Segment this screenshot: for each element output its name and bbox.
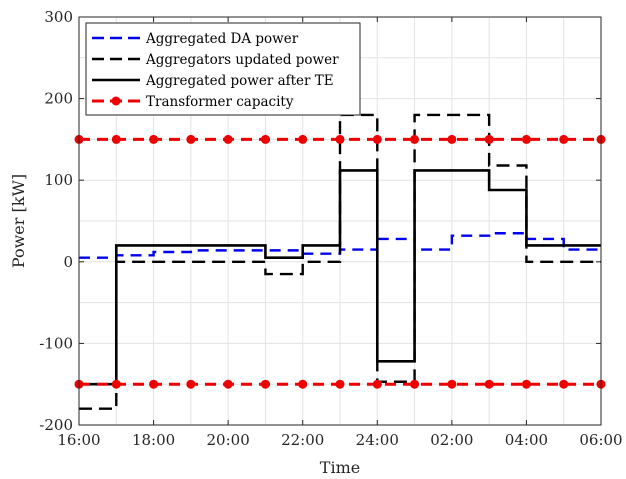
series-3-line — [79, 169, 601, 386]
series-4-marker — [372, 379, 382, 389]
series-4-marker — [521, 134, 531, 144]
legend-label: Aggregators updated power — [145, 52, 339, 68]
series-1-line — [79, 232, 601, 259]
series-4-marker — [484, 134, 494, 144]
series-2-line — [79, 113, 601, 410]
series-4-marker — [484, 379, 494, 389]
series-4-marker — [186, 134, 196, 144]
series-4-marker — [111, 379, 121, 389]
x-tick-label: 16:00 — [57, 431, 100, 449]
plot-frame — [78, 16, 602, 426]
series-4-marker — [298, 379, 308, 389]
series-4-marker — [559, 134, 569, 144]
x-tick-label: 24:00 — [356, 431, 399, 449]
series-4-marker — [447, 379, 457, 389]
y-axis-title: Power [kW] — [9, 174, 28, 268]
x-tick-label: 02:00 — [430, 431, 473, 449]
x-axis-title: Time — [320, 458, 360, 477]
series-4-marker — [260, 379, 270, 389]
series-4-marker — [372, 134, 382, 144]
series-4-marker — [335, 134, 345, 144]
series-4-marker — [559, 379, 569, 389]
series-4-marker — [447, 134, 457, 144]
x-tick-label: 18:00 — [132, 431, 175, 449]
y-tick-label: -100 — [39, 334, 73, 352]
legend-label: Aggregated DA power — [145, 31, 299, 47]
x-tick-label: 22:00 — [281, 431, 324, 449]
series-4-marker — [335, 379, 345, 389]
y-tick-label: 300 — [44, 8, 73, 26]
series-4-marker — [186, 379, 196, 389]
y-tick-label: 100 — [44, 171, 73, 189]
series-4-marker — [111, 134, 121, 144]
legend-label: Aggregated power after TE — [145, 73, 334, 89]
x-tick-label: 06:00 — [579, 431, 622, 449]
series-4-marker — [149, 379, 159, 389]
series-4-marker — [223, 134, 233, 144]
series-4-marker — [260, 134, 270, 144]
y-tick-label: 0 — [63, 253, 73, 271]
series-4-marker — [298, 134, 308, 144]
series-4-marker — [410, 134, 420, 144]
axis-ticks: 16:00 18:00 20:00 22:00 24:00 02:00 04:00 06:00… — [39, 8, 622, 449]
series-4-marker — [223, 379, 233, 389]
x-tick-label: 04:00 — [505, 431, 548, 449]
y-tick-label: -200 — [39, 416, 73, 434]
y-tick-label: 200 — [44, 90, 73, 108]
series-4-marker — [521, 379, 531, 389]
series-4-marker — [149, 134, 159, 144]
series-layer — [74, 113, 606, 410]
legend: Aggregated DA power Aggregators updated p… — [85, 22, 361, 116]
x-tick-label: 20:00 — [207, 431, 250, 449]
legend-label: Transformer capacity — [146, 94, 294, 110]
legend-marker — [111, 96, 121, 106]
series-4-marker — [410, 379, 420, 389]
